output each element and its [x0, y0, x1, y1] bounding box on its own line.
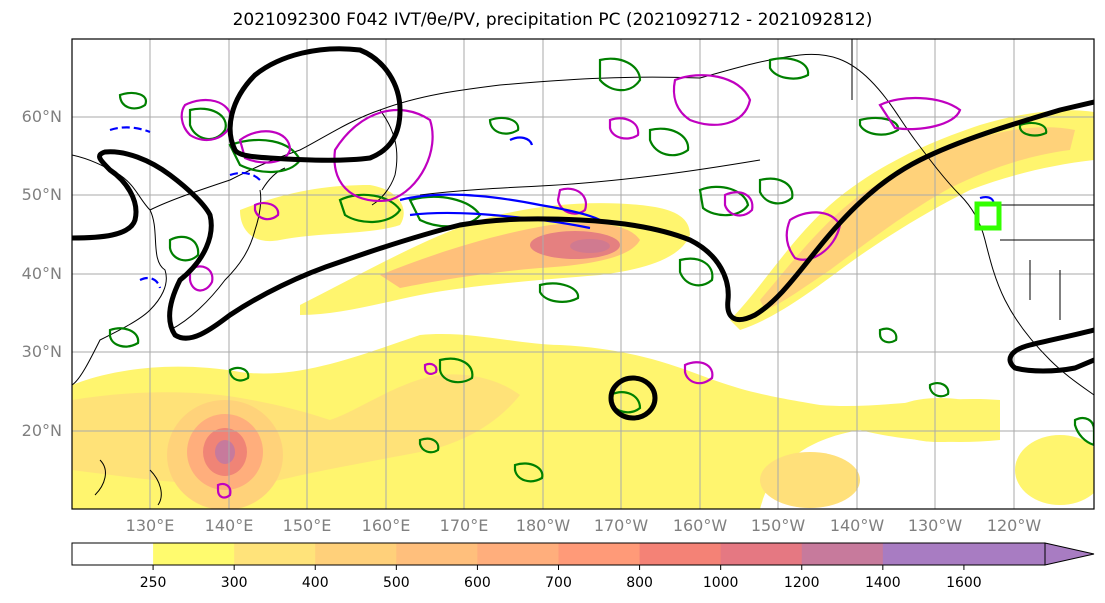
longitude-label: 150°W	[750, 516, 806, 535]
figure-title: 2021092300 F042 IVT/θe/PV, precipitation…	[232, 10, 873, 30]
colorbar-tick-label: 300	[220, 575, 248, 591]
colorbar-segment	[315, 543, 397, 565]
pv-contours-magenta	[180, 74, 962, 499]
colorbar-segment	[882, 543, 965, 565]
colorbar-tick-label: 1000	[702, 575, 739, 591]
colorbar-segment	[234, 543, 316, 565]
pv-contours-blue	[109, 126, 995, 289]
colorbar-tick-label: 1600	[946, 575, 982, 591]
longitude-label: 160°E	[361, 516, 411, 535]
colorbar	[71, 542, 1095, 570]
map-frame	[71, 38, 1095, 510]
latitude-label: 20°N	[21, 421, 62, 440]
colorbar-segment	[558, 543, 641, 565]
colorbar-extend-arrow	[1044, 542, 1095, 566]
longitude-label: 120°W	[986, 516, 1042, 535]
longitude-label: 130°E	[125, 516, 175, 535]
longitude-label: 160°W	[672, 516, 728, 535]
colorbar-tick-label: 1200	[783, 575, 820, 591]
colorbar-segment	[801, 543, 884, 565]
colorbar-tick-label: 400	[301, 575, 329, 591]
longitude-label: 170°E	[439, 516, 489, 535]
map-plot-area	[72, 39, 1094, 509]
colorbar-segment	[477, 543, 559, 565]
colorbar-segment	[639, 543, 722, 565]
longitude-label: 130°W	[907, 516, 963, 535]
colorbar-tick-label: 500	[382, 575, 410, 591]
longitude-label: 140°W	[829, 516, 885, 535]
colorbar-segment	[720, 543, 803, 565]
colorbar-tick-label: 1400	[865, 575, 901, 591]
latitude-label: 60°N	[21, 107, 62, 126]
ivt-contours	[72, 46, 1094, 421]
colorbar-tick-label: 250	[139, 575, 167, 591]
shading-west-band	[240, 185, 404, 242]
longitude-label: 180°W	[515, 516, 571, 535]
colorbar-segment	[153, 543, 235, 565]
latitude-label: 50°N	[21, 185, 62, 204]
longitude-label: 140°E	[204, 516, 254, 535]
ivt-shading	[72, 110, 1094, 509]
colorbar-segment	[963, 543, 1046, 565]
typhoon-core	[215, 440, 235, 464]
theta-e-contours	[108, 57, 1094, 483]
colorbar-tick-label: 600	[464, 575, 491, 591]
shading-ar-core-2	[570, 239, 610, 253]
latitude-label: 40°N	[21, 264, 62, 283]
target-box	[974, 201, 1002, 231]
longitude-label: 170°W	[593, 516, 649, 535]
colorbar-segment	[396, 543, 478, 565]
colorbar-tick-label: 700	[545, 575, 572, 591]
colorbar-segment	[72, 543, 154, 565]
colorbar-tick-label: 800	[626, 575, 653, 591]
longitude-label: 150°E	[282, 516, 332, 535]
latitude-label: 30°N	[21, 342, 62, 361]
shading-blob-1	[760, 452, 860, 508]
shading-blob-3	[1015, 435, 1094, 505]
shading-blob-2	[885, 398, 995, 442]
